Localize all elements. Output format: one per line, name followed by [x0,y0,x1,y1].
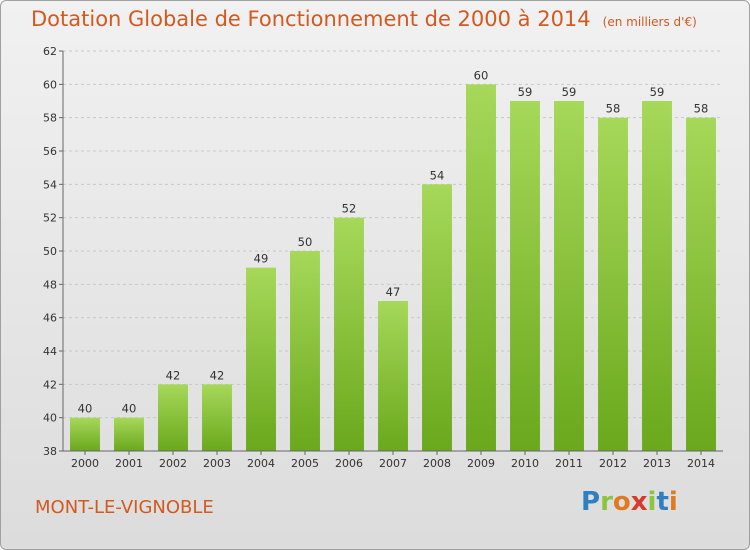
bar [554,101,584,451]
y-tick-label: 56 [43,145,57,158]
y-tick-label: 46 [43,312,57,325]
x-tick-label: 2012 [599,457,627,470]
data-label: 50 [298,235,313,249]
logo-letter: r [600,487,613,517]
logo-letter: o [612,487,631,517]
x-tick-label: 2011 [555,457,583,470]
y-tick-label: 38 [43,445,57,458]
bar [290,251,320,451]
chart-title: Dotation Globale de Fonctionnement de 20… [31,7,697,31]
x-tick-label: 2002 [159,457,187,470]
bar [246,267,276,451]
data-label: 49 [254,252,269,266]
bar [114,417,144,451]
bar [202,384,232,451]
data-label: 58 [694,102,709,116]
x-tick-label: 2010 [511,457,539,470]
x-tick-label: 2000 [71,457,99,470]
x-tick-label: 2004 [247,457,275,470]
unit-label: (en milliers d'€) [602,15,697,29]
data-label: 54 [430,168,445,182]
logo-letter: P [581,487,601,517]
logo-letter: i [647,487,657,517]
data-label: 40 [78,402,93,416]
y-tick-label: 52 [43,212,57,225]
bar [598,117,628,452]
x-axis: 2000 2001 2002 2003 2004 2005 2006 2007 2008 2009… [63,450,723,470]
data-label: 42 [166,368,181,382]
bar [466,84,496,451]
data-label: 60 [474,68,489,82]
bar [70,417,100,451]
y-tick-label: 58 [43,112,57,125]
data-label: 52 [342,202,357,216]
data-label: 47 [386,285,401,299]
x-tick-label: 2009 [467,457,495,470]
bar [378,301,408,451]
x-tick-label: 2001 [115,457,143,470]
y-tick-label: 44 [43,345,57,358]
data-label: 59 [518,85,533,99]
y-tick-label: 54 [43,178,57,191]
data-label: 59 [650,85,665,99]
bar [158,384,188,451]
data-label: 58 [606,102,621,116]
x-tick-label: 2007 [379,457,407,470]
y-tick-label: 62 [43,45,57,58]
bar [686,117,716,452]
data-label: 42 [210,368,225,382]
logo-letter: t [656,487,669,517]
y-tick-label: 42 [43,378,57,391]
x-tick-label: 2003 [203,457,231,470]
y-axis: 38 40 42 44 46 48 50 52 54 56 58 60 62 [43,45,64,458]
bar [510,101,540,451]
commune-name: MONT-LE-VIGNOBLE [35,497,214,518]
bars: 40 40 42 42 49 50 52 47 54 60 59 59 58 59 58 [70,68,716,452]
y-tick-label: 50 [43,245,57,258]
x-tick-label: 2014 [687,457,715,470]
x-tick-label: 2008 [423,457,451,470]
logo-letter: x [630,487,648,517]
x-tick-label: 2005 [291,457,319,470]
logo-letter: i [668,487,678,517]
bar [422,184,452,452]
x-tick-label: 2013 [643,457,671,470]
data-label: 59 [562,85,577,99]
y-tick-label: 48 [43,278,57,291]
y-tick-label: 40 [43,412,57,425]
y-tick-label: 60 [43,78,57,91]
bar [642,101,672,451]
proxiti-logo[interactable]: Proxiti [581,487,678,517]
x-tick-label: 2006 [335,457,363,470]
title-text: Dotation Globale de Fonctionnement de 20… [31,7,591,31]
data-label: 40 [122,402,137,416]
bar [334,217,364,451]
